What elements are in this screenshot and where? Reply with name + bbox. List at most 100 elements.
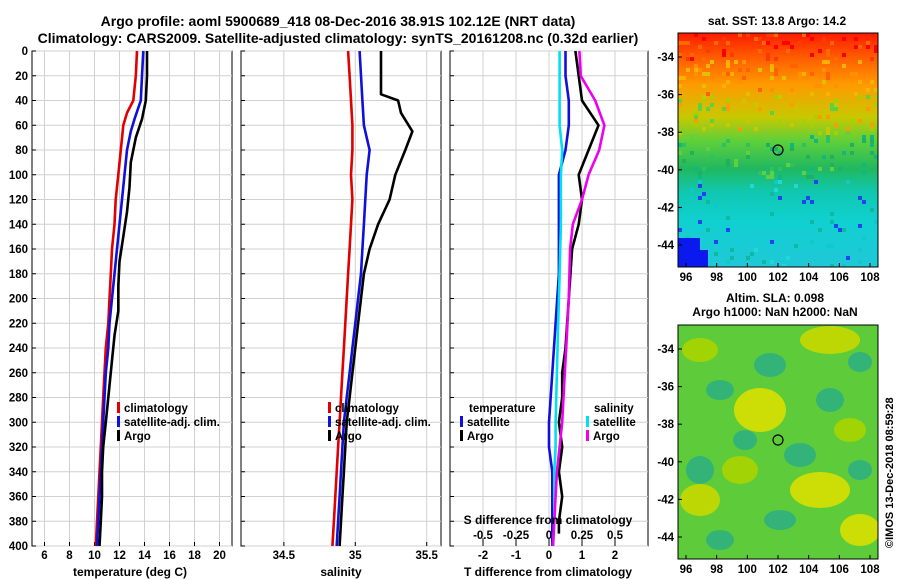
sst-map-pixel — [774, 188, 778, 192]
sst-map-pixel — [710, 60, 714, 64]
sst-map-pixel — [838, 167, 842, 171]
sst-map-pixel — [706, 147, 710, 151]
difference-legend: temperature satellite Argo salinity sate… — [460, 403, 636, 443]
sst-map-pixel — [698, 196, 702, 200]
sst-map-pixel — [754, 103, 758, 107]
sst-map-pixel — [782, 76, 786, 80]
depth-tick-label: 320 — [9, 442, 28, 454]
sst-map-pixel — [734, 159, 738, 163]
sst-map-pixel — [874, 95, 878, 99]
sla-map-feature — [754, 353, 786, 377]
x-tick-label: 18 — [188, 550, 201, 562]
sst-map-pixel — [802, 33, 806, 37]
map-y-tick-label: -34 — [657, 344, 674, 356]
legend-title-salinity: salinity — [594, 403, 634, 415]
legend-swatch-climatology — [328, 402, 331, 413]
map-x-tick-label: 104 — [799, 564, 819, 576]
depth-tick-label: 340 — [9, 467, 28, 479]
sst-map-pixel — [746, 155, 750, 159]
sst-map-pixel — [706, 107, 710, 111]
sst-map-pixel — [802, 143, 806, 147]
sst-map-pixel — [730, 53, 734, 57]
sst-map-pixel — [778, 95, 782, 99]
sst-map-pixel — [802, 119, 806, 123]
imos-watermark: ©IMOS 13-Dec-2018 08:59:28 — [884, 397, 896, 548]
sst-map-pixel — [770, 115, 774, 119]
s-difference-x-axis: -0.5 -0.25 0 0.25 0.5 — [473, 530, 624, 542]
sla-map-feature — [764, 510, 796, 530]
sst-map-pixel — [734, 196, 738, 200]
sst-map-pixel — [862, 135, 866, 139]
sst-map-pixel — [678, 84, 682, 88]
sst-map-pixel — [710, 95, 714, 99]
sst-map-pixel — [770, 212, 774, 216]
sst-map-pixel — [702, 192, 706, 196]
sst-map-pixel — [774, 57, 778, 61]
legend-label-argo: Argo — [335, 431, 362, 443]
sst-map-pixel — [722, 143, 726, 147]
sst-map-pixel — [742, 99, 746, 103]
sst-map-pixel — [746, 33, 750, 37]
sst-map-pixel — [870, 57, 874, 61]
sst-map-pixel — [758, 88, 762, 92]
sst-map-pixel — [814, 139, 818, 143]
sst-map-pixel — [810, 72, 814, 76]
sst-map-pixel — [678, 99, 682, 103]
sst-map-pixel — [822, 155, 826, 159]
sst-map-pixel — [694, 111, 698, 115]
sst-map-pixel — [858, 224, 862, 228]
sla-map-axes: 96 98 100 102 104 106 108 -34 -36 -38 -40 -42 -44 — [657, 344, 880, 576]
sst-map-pixel — [770, 260, 774, 264]
sst-map-pixel — [858, 115, 862, 119]
depth-tick-label: 220 — [9, 318, 28, 330]
sst-map-pixel — [738, 80, 742, 84]
sst-map-pixel — [830, 220, 834, 224]
sst-map-pixel — [822, 60, 826, 64]
sst-map-pixel — [790, 45, 794, 49]
sst-map-pixel — [834, 103, 838, 107]
sst-map-pixel — [750, 252, 754, 256]
sst-map-pixel — [778, 167, 782, 171]
sst-map-pixel — [814, 84, 818, 88]
sst-map-pixel — [766, 57, 770, 61]
sst-map-pixel — [758, 37, 762, 41]
sst-map-pixel — [694, 68, 698, 72]
x-tick-label: 2 — [612, 550, 618, 562]
sst-map-pixel — [770, 33, 774, 37]
x-tick-label: -0.25 — [503, 530, 530, 542]
sst-map-pixel — [726, 41, 730, 45]
sst-map-pixel — [862, 236, 866, 240]
sst-map-pixel — [834, 84, 838, 88]
sst-map-pixel — [726, 80, 730, 84]
sst-map-pixel — [798, 76, 802, 80]
sst-map-pixel — [690, 57, 694, 61]
sst-map-pixel — [770, 88, 774, 92]
sst-map-pixel — [774, 147, 778, 151]
sst-map-pixel — [810, 175, 814, 179]
sst-map-pixel — [866, 45, 870, 49]
sst-map-pixel — [722, 72, 726, 76]
sst-map-pixel — [698, 171, 702, 175]
salinity-xlabel: salinity — [320, 565, 362, 579]
sst-map-pixel — [818, 131, 822, 135]
x-tick-label: 10 — [88, 550, 101, 562]
sst-map-pixel — [726, 60, 730, 64]
sst-map-pixel — [826, 139, 830, 143]
sst-map-pixel — [678, 143, 682, 147]
sst-map-pixel — [738, 127, 742, 131]
sst-map-pixel — [834, 224, 838, 228]
sst-map-pixel — [714, 204, 718, 208]
sst-map-pixel — [870, 208, 874, 212]
legend-swatch-argo — [328, 430, 331, 441]
sst-map-pixel — [770, 64, 774, 68]
legend-label-climatology: climatology — [335, 403, 400, 415]
sst-map-pixel — [718, 41, 722, 45]
sst-map-pixel — [846, 180, 850, 184]
sst-map-pixel — [726, 103, 730, 107]
depth-tick-label: 160 — [9, 244, 28, 256]
sst-map-pixel — [834, 131, 838, 135]
sst-map-pixel — [746, 256, 750, 260]
sst-map-pixel — [870, 135, 874, 139]
sst-map-pixel — [782, 264, 786, 267]
